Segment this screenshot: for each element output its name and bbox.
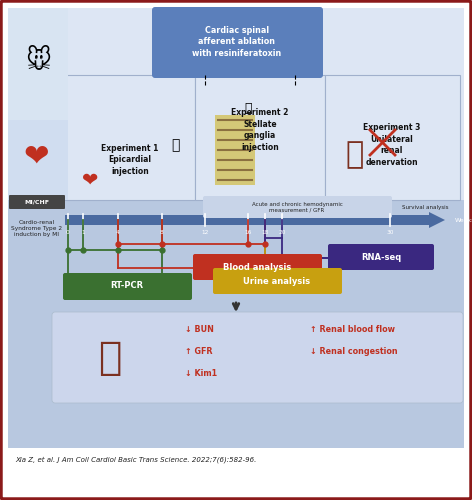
Bar: [8, 8, 464, 200]
Text: ❤: ❤: [23, 144, 49, 172]
Text: 8: 8: [160, 230, 164, 235]
FancyBboxPatch shape: [152, 7, 323, 78]
FancyBboxPatch shape: [63, 273, 192, 300]
Text: Blood analysis: Blood analysis: [223, 262, 291, 272]
Bar: [325, 75, 460, 200]
Text: 🐭: 🐭: [25, 48, 51, 72]
Text: Urine analysis: Urine analysis: [244, 276, 311, 285]
Text: 🫘: 🫘: [346, 140, 364, 170]
Bar: [8, 8, 68, 120]
Text: Weeks: Weeks: [455, 218, 472, 222]
FancyBboxPatch shape: [328, 244, 434, 270]
FancyBboxPatch shape: [193, 254, 322, 280]
Text: 18: 18: [261, 230, 269, 235]
Text: RT-PCR: RT-PCR: [110, 282, 143, 290]
Text: MI/CHF: MI/CHF: [25, 200, 50, 204]
FancyBboxPatch shape: [52, 312, 463, 403]
Text: 20: 20: [278, 230, 286, 235]
Text: Cardiac spinal
afferent ablation
with resiniferatoxin: Cardiac spinal afferent ablation with re…: [193, 26, 282, 58]
Text: 16: 16: [244, 230, 252, 235]
Bar: [8, 8, 464, 448]
Text: Acute and chronic hemodynamic
measurement / GFR: Acute and chronic hemodynamic measuremen…: [252, 202, 343, 212]
FancyBboxPatch shape: [203, 196, 392, 218]
Text: ↑ Renal blood flow: ↑ Renal blood flow: [310, 326, 395, 334]
Text: ↑ GFR: ↑ GFR: [185, 348, 212, 356]
Text: Experiment 2
Stellate
ganglia
injection: Experiment 2 Stellate ganglia injection: [231, 108, 289, 152]
Text: 12: 12: [202, 230, 209, 235]
Text: Survival analysis: Survival analysis: [402, 204, 448, 210]
Text: 💉: 💉: [171, 138, 179, 152]
Text: 🫘: 🫘: [98, 339, 122, 377]
FancyBboxPatch shape: [213, 268, 342, 294]
Text: 1: 1: [81, 230, 85, 235]
Text: 0: 0: [66, 230, 70, 235]
Text: ↓ Kim1: ↓ Kim1: [185, 370, 217, 378]
Text: Cardio-renal
Syndrome Type 2
induction by MI: Cardio-renal Syndrome Type 2 induction b…: [11, 220, 63, 238]
Text: 4: 4: [116, 230, 120, 235]
Text: ↓ BUN: ↓ BUN: [185, 326, 214, 334]
Text: 💉: 💉: [244, 102, 252, 114]
Bar: [215, 115, 255, 185]
Text: 30: 30: [386, 230, 394, 235]
Text: RNA-seq: RNA-seq: [361, 252, 401, 262]
Text: Experiment 3
Unilateral
renal
denervation: Experiment 3 Unilateral renal denervatio…: [363, 123, 421, 167]
FancyArrow shape: [65, 212, 445, 228]
FancyBboxPatch shape: [9, 195, 65, 209]
Bar: [8, 120, 68, 200]
Bar: [195, 75, 325, 200]
Text: Xia Z, et al. J Am Coll Cardiol Basic Trans Science. 2022;7(6):582-96.: Xia Z, et al. J Am Coll Cardiol Basic Tr…: [15, 456, 256, 464]
Text: Experiment 1
Epicardial
injection: Experiment 1 Epicardial injection: [101, 144, 159, 176]
Text: ❤: ❤: [82, 170, 98, 190]
Text: ↓ Renal congestion: ↓ Renal congestion: [310, 348, 397, 356]
Bar: [65, 75, 195, 200]
